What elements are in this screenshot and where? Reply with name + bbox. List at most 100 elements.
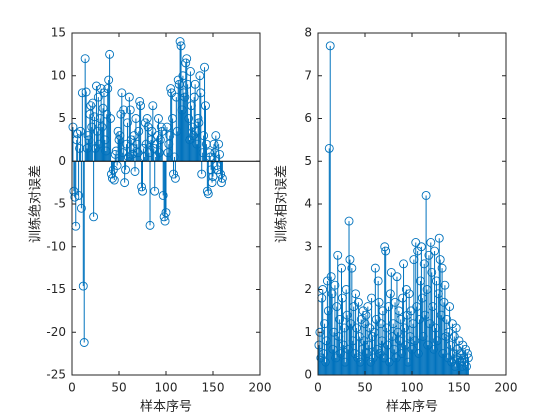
stem-marker xyxy=(201,139,211,149)
y-tick-label: 3 xyxy=(304,239,312,253)
stem-marker xyxy=(344,216,354,226)
stem-marker xyxy=(216,169,225,179)
stem-marker xyxy=(378,306,388,316)
stem-marker xyxy=(195,71,205,81)
y-tick-label: 4 xyxy=(304,197,312,211)
y-tick-label: 10 xyxy=(51,68,66,82)
stem-marker xyxy=(137,182,147,192)
stem-marker xyxy=(370,263,380,273)
stem-marker xyxy=(203,189,213,199)
stem-marker xyxy=(159,212,169,222)
stem-marker xyxy=(332,302,342,312)
stem-marker xyxy=(462,362,471,371)
stem-marker xyxy=(333,250,343,260)
stem-marker xyxy=(352,323,361,333)
stem-marker xyxy=(180,92,190,102)
stem-marker xyxy=(87,122,97,132)
stem-marker xyxy=(387,332,397,341)
stem-marker xyxy=(353,297,363,307)
stem-marker xyxy=(442,314,452,324)
stem-marker xyxy=(327,289,337,299)
stem-marker xyxy=(207,178,217,188)
stem-marker xyxy=(79,338,89,347)
stem-marker xyxy=(199,131,209,141)
x-axis-label: 样本序号 xyxy=(140,400,192,415)
stem-marker xyxy=(325,41,335,51)
stem-marker xyxy=(386,267,396,277)
stem-marker xyxy=(419,259,429,269)
y-tick-label: -5 xyxy=(54,197,66,211)
stem-marker xyxy=(345,255,355,265)
stem-marker xyxy=(119,105,129,115)
stem-marker xyxy=(75,143,84,153)
stem-marker xyxy=(182,54,192,64)
stem-marker xyxy=(121,165,131,175)
stem-marker xyxy=(434,233,444,243)
stem-marker xyxy=(393,327,403,337)
y-tick-label: 0 xyxy=(58,154,66,168)
stem-marker xyxy=(166,84,176,94)
stem-marker xyxy=(406,306,416,316)
stem-marker xyxy=(183,79,193,89)
stem-marker xyxy=(315,327,325,337)
stem-marker xyxy=(430,246,440,256)
stem-marker xyxy=(73,129,83,139)
stem-marker xyxy=(136,101,146,111)
stem-marker xyxy=(146,135,156,145)
stem-marker xyxy=(339,323,349,333)
stem-marker xyxy=(185,67,195,76)
stem-marker xyxy=(463,353,473,363)
stem-marker xyxy=(120,178,130,188)
stem-marker xyxy=(130,167,140,176)
stem-marker xyxy=(399,259,408,269)
stem-marker xyxy=(326,272,336,282)
x-tick-label: 200 xyxy=(495,381,518,395)
stem-marker xyxy=(404,289,414,299)
stem-marker xyxy=(142,114,152,123)
stem-marker xyxy=(416,242,426,252)
stem-marker xyxy=(461,344,471,354)
stem-marker xyxy=(107,169,116,179)
stem-marker xyxy=(374,297,384,307)
stem-marker xyxy=(385,289,395,299)
x-tick-label: 0 xyxy=(68,381,76,395)
stem-marker xyxy=(342,310,352,320)
stem-marker xyxy=(114,135,124,145)
stem-marker xyxy=(154,114,163,123)
stem-marker xyxy=(362,349,372,359)
stem-marker xyxy=(411,238,421,247)
stem-marker xyxy=(109,175,119,185)
stem-marker xyxy=(335,314,345,324)
y-axis-label: 训练相对误差 xyxy=(275,165,290,243)
stem-marker xyxy=(351,289,361,299)
stem-marker xyxy=(156,122,166,132)
x-tick-label: 200 xyxy=(249,381,272,395)
stem-marker xyxy=(193,114,203,123)
y-tick-label: -10 xyxy=(46,239,66,253)
stem-marker xyxy=(86,101,96,111)
y-tick-label: 8 xyxy=(304,26,312,40)
stem-marker xyxy=(324,143,334,153)
x-tick-label: 50 xyxy=(111,381,126,395)
stem-marker xyxy=(85,109,95,119)
stem-marker xyxy=(150,186,160,196)
stem-marker xyxy=(200,62,209,72)
stem-marker xyxy=(81,87,91,97)
stem-marker xyxy=(104,75,114,85)
y-tick-label: 15 xyxy=(51,26,66,40)
stem-marker xyxy=(138,186,147,196)
stem-marker xyxy=(427,267,437,277)
stem-marker xyxy=(165,131,175,141)
y-tick-label: 1 xyxy=(304,325,312,339)
stem-marker xyxy=(380,242,390,252)
stem-marker xyxy=(215,149,225,159)
stem-marker xyxy=(158,190,168,200)
stem-marker xyxy=(91,81,101,91)
stem-marker xyxy=(392,272,402,282)
y-tick-label: 2 xyxy=(304,282,312,296)
stem-marker xyxy=(330,280,340,290)
stem-marker xyxy=(147,126,157,136)
y-tick-label: -25 xyxy=(46,368,66,382)
stem-marker xyxy=(145,220,155,230)
